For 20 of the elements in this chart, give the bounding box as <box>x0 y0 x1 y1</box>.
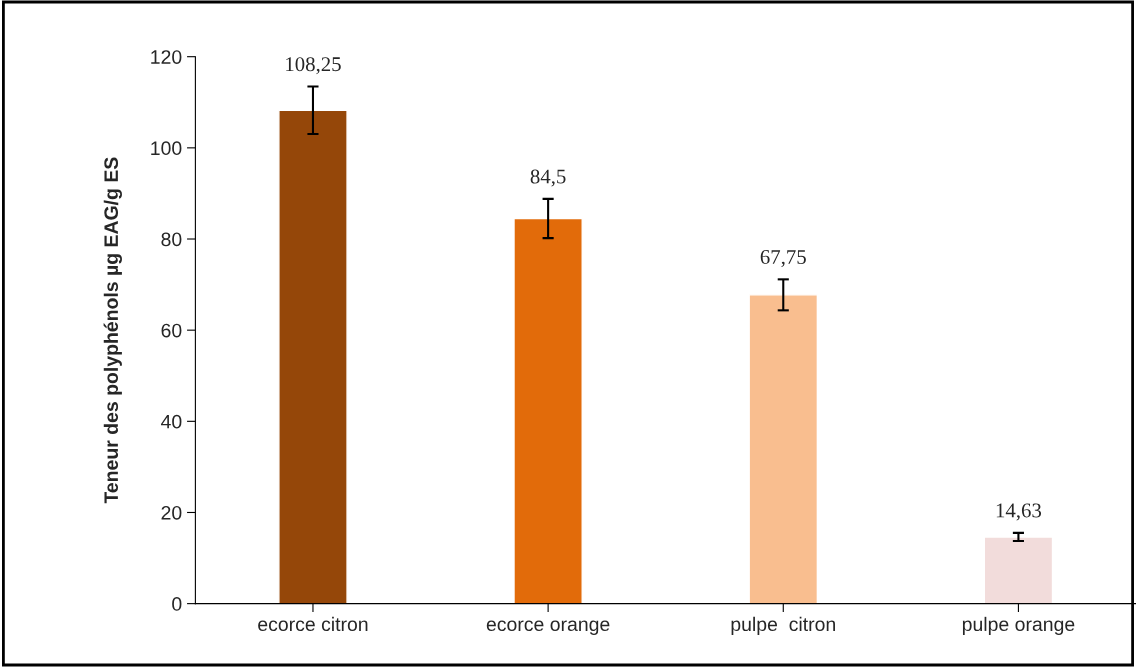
data-label: 108,25 <box>286 57 341 75</box>
data-label: 14,63 <box>996 503 1042 521</box>
bar <box>748 294 819 604</box>
y-tick-label: 120 <box>151 50 182 64</box>
x-tick-label: ecorce orange <box>486 620 610 635</box>
y-tick-label: 40 <box>161 414 182 429</box>
bar <box>278 109 348 604</box>
data-label: 84,5 <box>530 169 566 187</box>
x-tick-label: pulpe orange <box>962 616 1075 635</box>
y-tick-label: 80 <box>161 232 182 247</box>
bar <box>513 217 583 604</box>
x-tick-label: ecorce citron <box>258 616 368 632</box>
y-tick-label: 0 <box>172 597 182 611</box>
data-label: 67,75 <box>760 250 806 267</box>
y-tick-label: 60 <box>161 323 182 338</box>
y-tick-label: 20 <box>161 505 182 520</box>
y-tick-label: 100 <box>151 141 182 156</box>
bar <box>983 536 1054 604</box>
x-tick-label: pulpe citron <box>731 616 835 635</box>
y-axis-title: Teneur des polyphénols µg EAG/g ES <box>103 157 122 504</box>
